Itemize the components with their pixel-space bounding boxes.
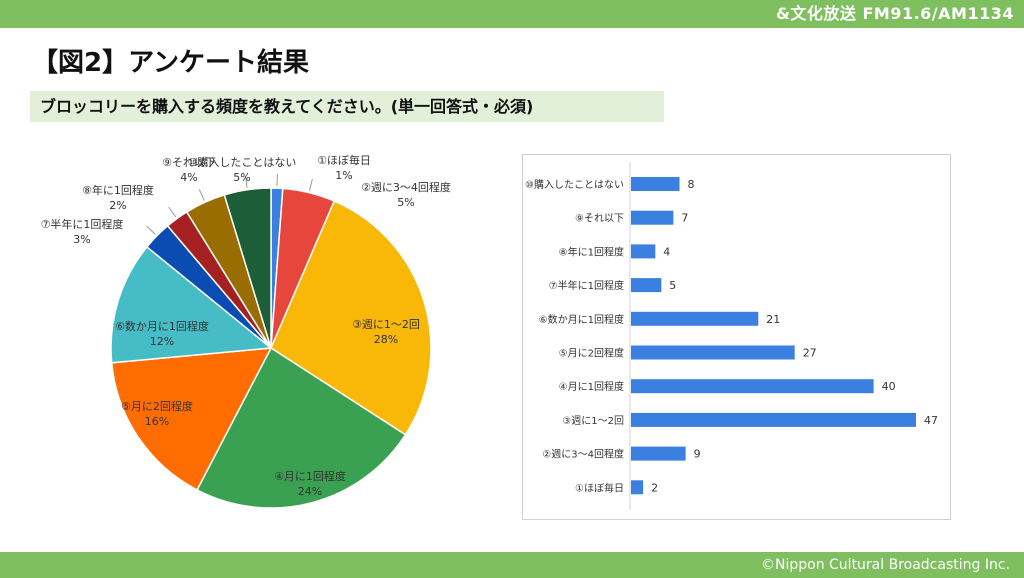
pie-slice — [196, 346, 407, 509]
leader-line — [244, 175, 248, 188]
question-box — [30, 91, 664, 122]
pie-percent-label: 28% — [374, 333, 398, 346]
bar-value-label: 9 — [694, 448, 701, 461]
bar-value-label: 40 — [882, 380, 896, 393]
bar — [631, 210, 674, 225]
pie-category-label: ③週に1〜2回 — [352, 318, 420, 331]
leader-line — [198, 189, 205, 201]
bar-value-label: 4 — [663, 245, 670, 258]
leader-line — [146, 225, 156, 235]
pie-category-label: ⑤月に2回程度 — [121, 399, 193, 413]
brand-logo: &文化放送 FM91.6/AM1134 — [775, 4, 1014, 23]
bar — [631, 244, 656, 259]
bar-category-label: ⑨それ以下 — [575, 213, 624, 225]
bar-chart-frame — [522, 154, 951, 520]
pie-percent-label: 2% — [109, 199, 126, 212]
bar-value-label: 5 — [669, 279, 676, 292]
bar — [631, 412, 916, 427]
pie-percent-label: 16% — [145, 415, 169, 428]
bar-category-label: ⑦半年に1回程度 — [549, 279, 624, 292]
pie-category-label: ⑥数か月に1回程度 — [115, 319, 209, 333]
bar-value-label: 8 — [688, 178, 695, 191]
copyright-text: ©Nippon Cultural Broadcasting Inc. — [761, 557, 1010, 573]
pie-slice — [110, 347, 273, 491]
bar — [631, 379, 874, 394]
pie-category-label: ⑩購入したことはない — [188, 155, 297, 169]
bar — [631, 177, 680, 191]
bar-category-label: ⑤月に2回程度 — [559, 347, 624, 360]
pie-chart: ①ほぼ毎日 1% ②週に3〜4回程度 5% ③週に1〜2回 28% ④月に1回程度 24% ⑤月… — [41, 154, 451, 509]
bar-category-label: ⑧年に1回程度 — [559, 245, 624, 258]
pie-percent-label: 12% — [150, 335, 174, 348]
bar-category-label: ③週に1〜2回 — [562, 415, 624, 427]
pie-slice — [270, 200, 432, 436]
bar-category-label: ⑥数か月に1回程度 — [539, 313, 624, 326]
bar-value-label: 21 — [766, 313, 780, 326]
pie-percent-label: 5% — [397, 196, 414, 209]
leader-line — [168, 206, 177, 218]
bar — [631, 278, 662, 293]
bar-value-label: 47 — [924, 414, 938, 427]
pie-percent-label: 1% — [335, 169, 352, 182]
pie-slice — [110, 245, 273, 364]
pie-percent-label: 24% — [298, 485, 322, 498]
bar — [631, 480, 644, 495]
bar-category-label: ①ほぼ毎日 — [575, 481, 624, 494]
bar-category-label: ④月に1回程度 — [559, 380, 624, 393]
bar-chart: ⑩購入したことはない 8 ⑨それ以下 7 ⑧年に1回程度 4 ⑦半年に1回程度 5 ⑥数か月に1… — [525, 162, 938, 510]
bar — [631, 446, 686, 461]
pie-category-label: ⑦半年に1回程度 — [41, 217, 124, 231]
pie-category-label: ⑧年に1回程度 — [82, 183, 154, 197]
bar-value-label: 7 — [681, 212, 688, 225]
header-band — [0, 0, 1024, 28]
bar-value-label: 27 — [803, 347, 817, 360]
page-title: 【図2】アンケート結果 — [32, 48, 310, 78]
bar-category-label: ②週に3〜4回程度 — [542, 448, 624, 461]
bar — [631, 345, 795, 360]
pie-category-label: ⑨それ以下 — [162, 156, 216, 169]
leader-line — [309, 178, 313, 191]
question-text: ブロッコリーを購入する頻度を教えてください。(単一回答式・必須) — [40, 97, 534, 116]
footer-band — [0, 552, 1024, 578]
pie-slice — [223, 187, 272, 349]
pie-percent-label: 5% — [233, 171, 250, 184]
bar — [631, 311, 759, 326]
bar-value-label: 2 — [651, 481, 658, 494]
pie-category-label: ①ほぼ毎日 — [317, 154, 371, 167]
pie-category-label: ④月に1回程度 — [274, 469, 346, 483]
pie-percent-label: 3% — [73, 233, 90, 246]
bar-category-label: ⑩購入したことはない — [525, 178, 624, 191]
pie-category-label: ②週に3〜4回程度 — [361, 180, 451, 194]
pie-percent-label: 4% — [180, 171, 197, 184]
